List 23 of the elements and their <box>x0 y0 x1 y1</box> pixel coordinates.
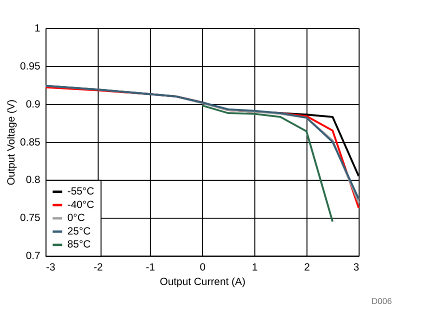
x-tick-label: 2 <box>304 262 310 274</box>
x-tick-label: 0 <box>200 262 206 274</box>
x-tick-label: -1 <box>146 262 156 274</box>
y-tick-label: 0.8 <box>26 175 41 186</box>
x-tick-label: 1 <box>252 262 258 274</box>
line-series <box>201 104 334 223</box>
y-tick-label: 0.85 <box>20 137 41 148</box>
y-tick-label: 0.9 <box>26 99 41 110</box>
x-tick-label: -3 <box>46 262 56 274</box>
x-tick-label: -2 <box>94 262 104 274</box>
text: D006 <box>371 296 392 306</box>
x-tick-label: 3 <box>353 262 360 274</box>
legend-label: 25°C <box>67 226 92 238</box>
legend-label: 0°C <box>67 213 86 224</box>
legend-label: 85°C <box>67 240 92 251</box>
y-tick-label: 1 <box>34 23 41 34</box>
y-tick-label: 0.7 <box>26 251 41 262</box>
y-tick-label: 0.95 <box>20 61 41 72</box>
legend-label: -55°C <box>67 186 95 198</box>
legend-label: -40°C <box>67 200 95 211</box>
x-axis-title: Output Current (A) <box>160 276 246 288</box>
y-axis-title: Output Voltage (V) <box>6 100 18 186</box>
y-tick-label: 0.75 <box>20 213 41 224</box>
